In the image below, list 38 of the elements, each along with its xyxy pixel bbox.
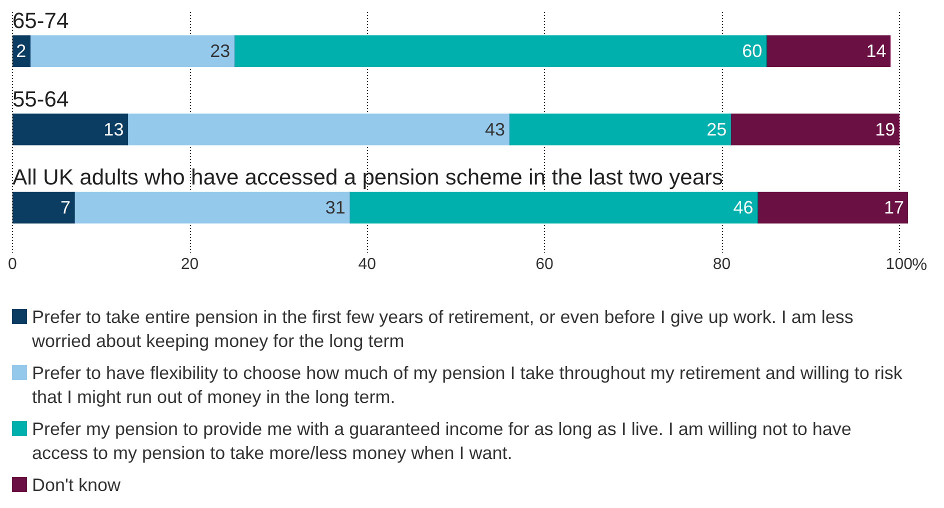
data-label: 46	[733, 198, 754, 218]
data-label: 43	[484, 119, 505, 140]
data-label: 31	[325, 198, 346, 218]
bar	[766, 35, 891, 67]
y-tick-label: 55-64	[12, 86, 69, 112]
bar	[756, 192, 908, 224]
data-label: 17	[884, 198, 904, 218]
data-label: 23	[210, 41, 230, 62]
legend-label: Prefer my pension to provide me with a guaranteed income for as long as I live. I am willing not to have access to my pension to take more/less money when I want.	[32, 418, 852, 465]
data-label: 14	[866, 41, 886, 62]
x-tick-label: 40	[358, 256, 376, 273]
bar	[508, 114, 731, 146]
x-tick-label: 60	[536, 256, 554, 273]
y-tick-label: All UK adults who have accessed a pension scheme in the last two years	[12, 164, 723, 190]
y-tick-label: 65-74	[12, 8, 69, 34]
x-tick-label: 0	[8, 256, 17, 273]
bar	[12, 114, 128, 146]
data-label: 25	[706, 119, 727, 140]
legend-label: Prefer to take entire pension in the first few years of retirement, or even before I give up work. I am less worried about keeping money for the long term	[32, 306, 854, 353]
legend-label: Don't know	[32, 474, 120, 497]
data-label: 60	[742, 41, 762, 62]
bar	[30, 35, 234, 67]
data-label: 13	[104, 119, 124, 140]
x-tick-label: 20	[180, 256, 199, 273]
bar	[12, 35, 31, 67]
bar	[234, 35, 766, 67]
x-tick-label: 100	[886, 256, 913, 273]
x-tick-label: 80	[712, 256, 731, 273]
bar	[127, 114, 510, 146]
data-label: 7	[60, 198, 71, 218]
x-axis-title: %	[912, 255, 928, 275]
data-label: 19	[875, 119, 896, 140]
legend-label: Prefer to have flexibility to choose how much of my pension I take throughout my retirement and willing to risk that I might run out of money in the long term.	[32, 362, 904, 409]
bar	[74, 192, 350, 224]
bar	[12, 192, 75, 224]
bar	[349, 192, 758, 224]
data-label: 2	[16, 41, 26, 62]
bar	[730, 114, 900, 146]
